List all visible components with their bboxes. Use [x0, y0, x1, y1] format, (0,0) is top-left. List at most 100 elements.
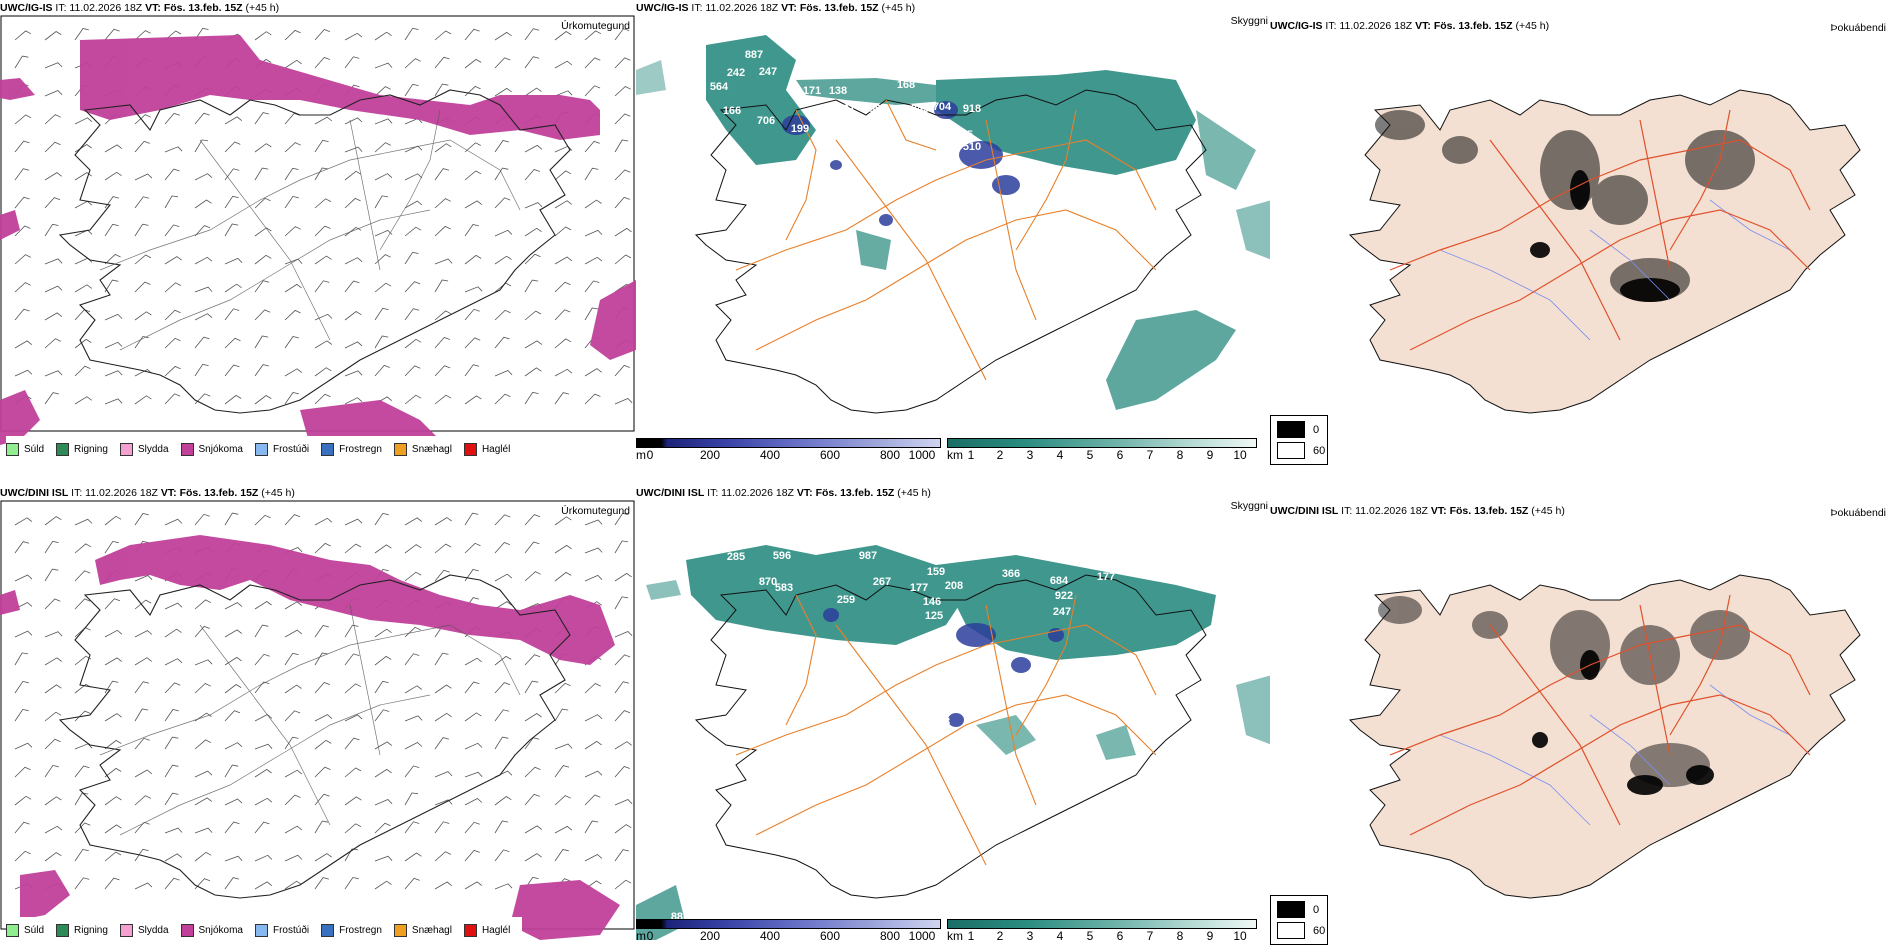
wind-barb [134, 281, 151, 293]
wind-barb [224, 602, 243, 610]
wind-barb [284, 283, 302, 293]
precip-type-legend: Súld Rigning Slydda Snjókoma Frostúði Frostre… [6, 436, 523, 462]
ceiling-label: 177 [1097, 571, 1115, 583]
wind-barb [224, 764, 239, 778]
wind-barb [14, 850, 31, 862]
wind-barb [524, 367, 542, 377]
wind-barb [464, 681, 480, 694]
wind-barb [494, 682, 511, 694]
wind-barb [494, 140, 509, 153]
wind-barb [134, 335, 149, 349]
ceiling-label: 704 [933, 101, 952, 113]
wind-barb [524, 87, 542, 97]
wind-barb [284, 684, 302, 694]
wind-barb [404, 626, 421, 638]
wind-barb [344, 32, 363, 41]
wind-barb [584, 519, 603, 526]
wind-barb [464, 849, 480, 862]
wind-barb [614, 254, 632, 265]
wind-barb [464, 712, 482, 722]
wind-barb [584, 683, 601, 694]
land-area [1348, 574, 1861, 899]
wind-barb [224, 195, 239, 209]
wind-barb [134, 599, 152, 610]
wind-barb [194, 878, 211, 890]
wind-barb [434, 851, 451, 862]
visibility-scale-top: km 1 2 3 4 5 6 7 8 9 10 [947, 438, 1257, 464]
wind-barb [14, 680, 29, 694]
wind-barb [314, 367, 332, 377]
wind-barb [374, 118, 393, 125]
wind-barb [314, 167, 329, 181]
wind-barb [464, 58, 482, 69]
wind-barb [404, 394, 422, 405]
wind-barb [434, 684, 452, 694]
wind-barb [494, 542, 511, 554]
wind-barb [284, 736, 299, 750]
legend-swatch [321, 442, 335, 456]
model-name: UWC/DINI ISL [636, 487, 705, 499]
wind-barb [104, 540, 119, 554]
wind-barb [194, 225, 211, 237]
wind-barb [584, 547, 603, 554]
visibility-tick: 2 [996, 929, 1004, 943]
wind-barb [404, 145, 423, 153]
wind-barb [284, 514, 301, 526]
wind-barb [14, 742, 33, 750]
snow-area [0, 535, 620, 940]
ceiling-tick: 600 [819, 929, 841, 943]
fog-map-svg [1348, 574, 1861, 899]
panel-header: UWC/IG-IS IT: 11.02.2026 18Z VT: Fös. 13… [636, 2, 915, 14]
valid-time-label: VT: [160, 487, 177, 499]
model-name: UWC/DINI ISL [0, 487, 69, 499]
wind-barb [14, 254, 31, 265]
wind-barb [404, 27, 419, 41]
legend-label: Frostúði [272, 924, 310, 936]
wind-barb [194, 625, 210, 638]
wind-barb [224, 629, 243, 638]
wind-barb [314, 139, 329, 153]
wind-barb [374, 62, 393, 69]
legend-swatch [463, 923, 477, 937]
wind-barb [254, 653, 270, 666]
wind-barb [254, 335, 269, 349]
wind-barb [44, 852, 62, 862]
wind-barb [554, 825, 573, 834]
wind-barb [464, 254, 482, 265]
legend-swatch [393, 442, 407, 456]
wind-barb [494, 255, 512, 265]
wind-barb [314, 739, 332, 750]
wind-barb [584, 280, 600, 293]
wind-barb [524, 654, 541, 666]
legend-item: Snæhagl [393, 923, 452, 937]
wind-barb [254, 31, 272, 41]
panel-title: Úrkomutegund [561, 505, 630, 517]
wind-barb [524, 825, 543, 834]
ceiling-label: 345 [911, 103, 929, 115]
ceiling-label: 583 [775, 582, 793, 594]
wind-barb [254, 601, 272, 610]
wind-barb [254, 854, 273, 862]
wind-barb [584, 393, 601, 405]
wind-barb [314, 198, 332, 209]
lead-time: (+45 h) [245, 2, 280, 14]
wind-barb [314, 682, 331, 694]
wind-barb [374, 142, 391, 153]
wind-barb [344, 146, 363, 153]
wind-barb [464, 170, 482, 181]
wind-barb [254, 395, 272, 405]
wind-barb [194, 599, 212, 610]
wind-barb [254, 197, 271, 209]
wind-barb [194, 683, 211, 694]
wind-barb [434, 225, 451, 237]
wind-barb [164, 709, 179, 722]
wind-barb [104, 767, 122, 778]
wind-barb [374, 880, 392, 890]
wind-barb [104, 796, 122, 806]
wind-barb [164, 256, 182, 265]
visibility-tick: 4 [1056, 448, 1064, 462]
wind-barb [314, 542, 331, 554]
wind-barb [104, 370, 123, 377]
lead-time: (+45 h) [1515, 20, 1550, 32]
